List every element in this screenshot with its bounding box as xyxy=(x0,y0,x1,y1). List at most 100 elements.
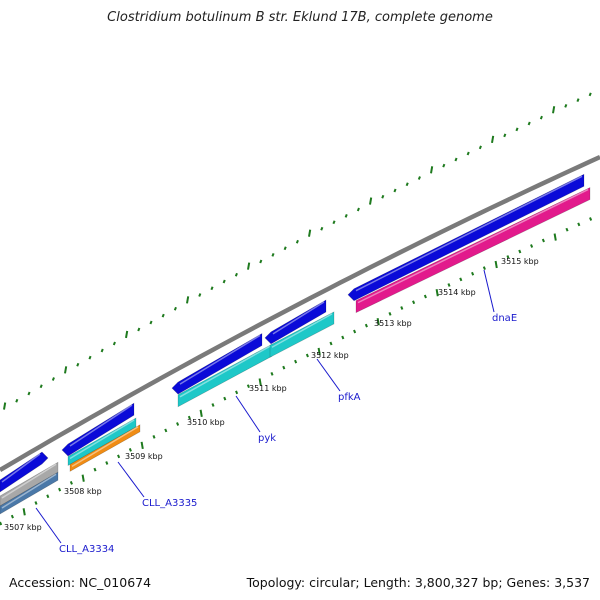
inner-tick xyxy=(235,390,239,395)
scale-label: 3510 kbp xyxy=(187,418,225,427)
outer-tick xyxy=(515,127,519,132)
feature-cyan-a3335-highlight xyxy=(69,419,135,460)
outer-tick xyxy=(564,104,568,108)
gene-leader-line xyxy=(483,269,495,313)
outer-tick-marks xyxy=(3,92,592,410)
outer-tick xyxy=(27,391,31,396)
backbone-line xyxy=(0,154,600,472)
scale-label: 3513 kbp xyxy=(374,319,412,328)
inner-tick xyxy=(258,378,262,386)
scale-label: 3508 kbp xyxy=(64,487,102,496)
outer-tick xyxy=(332,220,336,225)
outer-tick xyxy=(3,402,7,410)
scale-label: 3511 kbp xyxy=(249,384,287,393)
outer-tick xyxy=(344,213,348,218)
inner-tick xyxy=(22,508,26,516)
outer-tick xyxy=(454,157,458,162)
outer-tick xyxy=(417,176,421,180)
inner-tick xyxy=(81,474,85,482)
cds-forward-2-highlight xyxy=(69,404,133,447)
outer-tick xyxy=(539,115,543,120)
outer-tick xyxy=(39,384,43,389)
outer-tick xyxy=(186,296,190,304)
feature-cyan-pyk-highlight xyxy=(179,345,271,398)
feature-gray-highlight xyxy=(1,463,57,499)
outer-tick xyxy=(173,306,177,311)
inner-tick xyxy=(211,403,215,407)
outer-tick xyxy=(466,151,470,156)
inner-tick xyxy=(341,335,345,340)
inner-tick xyxy=(246,384,250,389)
feature-cyan-pfka-highlight xyxy=(271,313,333,348)
feature-orange-a3335-highlight xyxy=(71,426,139,468)
inner-tick xyxy=(506,255,510,259)
outer-tick xyxy=(552,106,556,114)
inner-tick xyxy=(329,341,333,346)
inner-tick xyxy=(589,217,593,221)
inner-tick xyxy=(140,441,144,450)
inner-tick xyxy=(317,347,321,356)
inner-tick xyxy=(435,289,439,297)
inner-tick xyxy=(305,353,309,358)
inner-tick xyxy=(482,266,486,270)
genome-summary: Topology: circular; Length: 3,800,327 bp… xyxy=(246,575,590,590)
inner-tick xyxy=(294,359,298,364)
inner-tick xyxy=(105,461,109,465)
inner-tick xyxy=(93,467,97,472)
inner-tick xyxy=(423,294,427,299)
outer-tick xyxy=(491,135,495,144)
inner-tick xyxy=(187,415,191,420)
outer-tick xyxy=(393,188,397,193)
backbone xyxy=(0,154,600,472)
scale-label: 3507 kbp xyxy=(4,523,42,532)
inner-tick xyxy=(10,514,14,519)
outer-tick xyxy=(271,252,275,257)
inner-tick xyxy=(46,494,50,499)
outer-tick xyxy=(369,197,373,205)
outer-tick xyxy=(430,166,434,174)
outer-tick xyxy=(149,320,153,325)
inner-tick xyxy=(223,396,227,401)
outer-tick xyxy=(588,92,592,97)
inner-tick xyxy=(58,487,62,492)
outer-tick xyxy=(320,226,324,231)
outer-tick xyxy=(210,286,214,291)
feature-cyan-pfka xyxy=(269,311,335,358)
inner-tick xyxy=(412,300,416,305)
cds-forward-2 xyxy=(61,402,135,457)
inner-tick xyxy=(376,318,380,326)
scale-label: 3509 kbp xyxy=(125,452,163,461)
outer-tick xyxy=(88,355,92,360)
inner-tick xyxy=(270,371,274,376)
outer-tick xyxy=(64,366,68,374)
outer-tick xyxy=(259,259,263,264)
inner-tick xyxy=(565,227,569,232)
outer-tick xyxy=(356,207,360,212)
gene-leader-line xyxy=(117,461,145,498)
inner-tick xyxy=(518,249,522,254)
outer-tick xyxy=(503,133,507,138)
inner-tick xyxy=(364,323,368,328)
inner-tick xyxy=(117,454,121,459)
gene-leader-line xyxy=(235,395,261,433)
gene-label: CLL_A3334 xyxy=(59,544,114,555)
scale-label: 3512 kbp xyxy=(311,351,349,360)
outer-tick xyxy=(112,341,116,346)
feature-steel xyxy=(0,471,59,515)
gene-label: CLL_A3335 xyxy=(142,498,197,509)
inner-tick xyxy=(400,306,404,310)
cds-forward-3-highlight xyxy=(179,334,261,385)
outer-tick xyxy=(295,239,299,244)
feature-orange-a3335 xyxy=(69,424,141,472)
outer-tick xyxy=(125,330,129,339)
inner-tick xyxy=(388,311,392,316)
gene-leader-line xyxy=(316,358,341,392)
inner-tick xyxy=(471,271,475,276)
inner-tick xyxy=(176,422,180,426)
inner-tick xyxy=(199,409,203,417)
gene-label: pfkA xyxy=(338,392,361,403)
inner-tick xyxy=(152,435,156,439)
outer-tick xyxy=(51,377,55,381)
outer-tick xyxy=(76,362,80,367)
feature-steel-highlight xyxy=(1,473,57,509)
